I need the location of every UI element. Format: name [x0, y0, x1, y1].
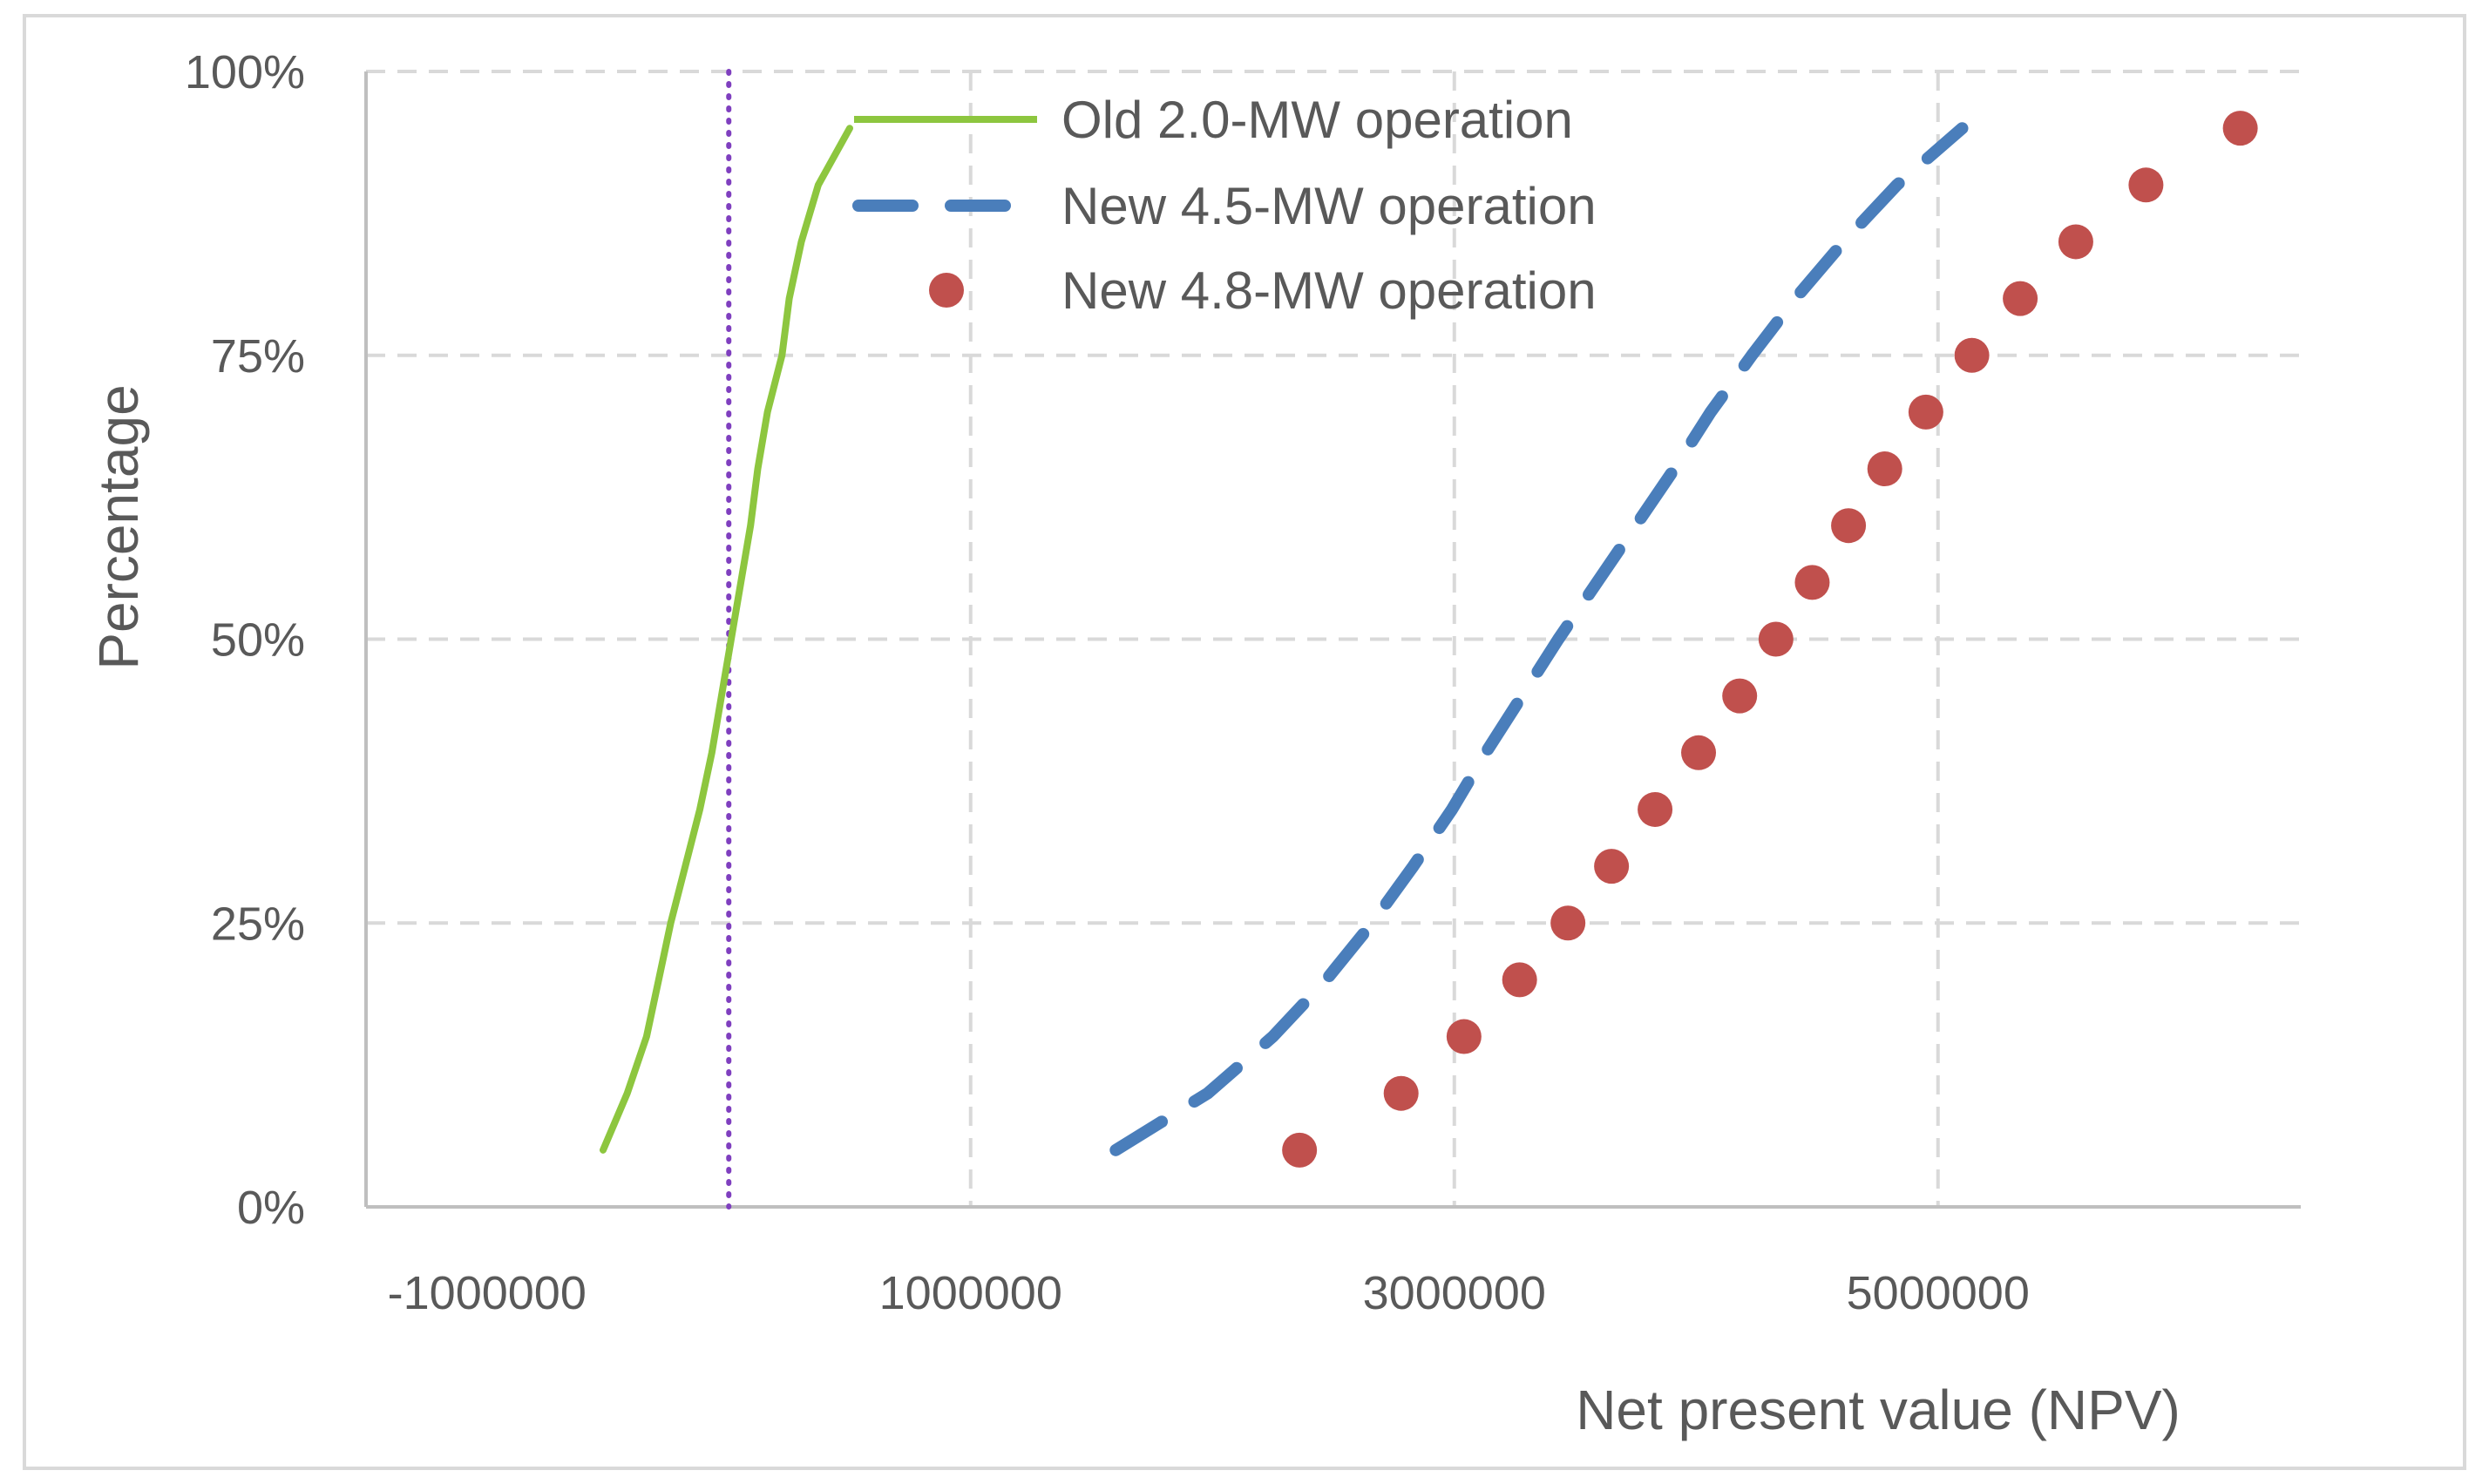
y-tick-label: 75%: [211, 330, 305, 383]
x-tick-label: 5000000: [1847, 1267, 2030, 1319]
series-4-8mw-point: [1594, 849, 1630, 884]
y-tick-label: 100%: [185, 46, 305, 98]
series-4-8mw-point: [1831, 508, 1867, 544]
series-4-8mw-point: [1722, 678, 1758, 714]
legend: Old 2.0-MW operation New 4.5-MW operation…: [852, 91, 1597, 320]
series-4-8mw-point: [1867, 451, 1902, 487]
x-tick-label: -1000000: [388, 1267, 587, 1319]
y-tick-label: 50%: [211, 614, 305, 667]
series-4-8mw-point: [2058, 224, 2093, 260]
legend-label: New 4.5-MW operation: [1061, 177, 1597, 235]
series-4-8mw-point: [1383, 1075, 1419, 1111]
y-tick-label: 0%: [237, 1182, 305, 1234]
series-4-8mw-point: [2222, 111, 2258, 146]
chart-border: [23, 14, 2466, 1470]
x-tick-label: 3000000: [1363, 1267, 1546, 1319]
series-4-8mw-point: [1681, 735, 1717, 770]
y-axis-title: Percentage: [87, 384, 150, 669]
legend-label: Old 2.0-MW operation: [1061, 91, 1573, 149]
legend-marker-4-8mw: [929, 273, 964, 308]
series-layer: [600, 69, 2258, 1210]
series-2-0mw-line: [600, 125, 853, 1154]
series-4-8mw-point: [1758, 621, 1794, 657]
series-4-8mw-point: [1794, 565, 1830, 600]
x-tick-label: 1000000: [879, 1267, 1062, 1319]
legend-label: New 4.8-MW operation: [1061, 261, 1597, 320]
x-axis-title: Net present value (NPV): [1576, 1379, 2180, 1441]
series-4-8mw-point: [1550, 905, 1586, 941]
series-4-8mw-point: [2128, 167, 2164, 203]
series-4-8mw-point: [1502, 962, 1537, 998]
series-4-8mw-point: [1954, 337, 1990, 373]
series-4-8mw-point: [1282, 1132, 1318, 1168]
series-4-8mw-point: [1638, 791, 1673, 827]
series-4-5mw-line: [1109, 122, 1969, 1156]
series-4-8mw-point: [1446, 1019, 1482, 1054]
axes: 0% 25% 50% 75% 100% -1000000 1000000 3000000 500…: [185, 46, 2301, 1319]
series-4-8mw-point: [2003, 281, 2038, 316]
series-4-8mw-point: [1908, 394, 1943, 430]
y-tick-label: 25%: [211, 898, 305, 950]
